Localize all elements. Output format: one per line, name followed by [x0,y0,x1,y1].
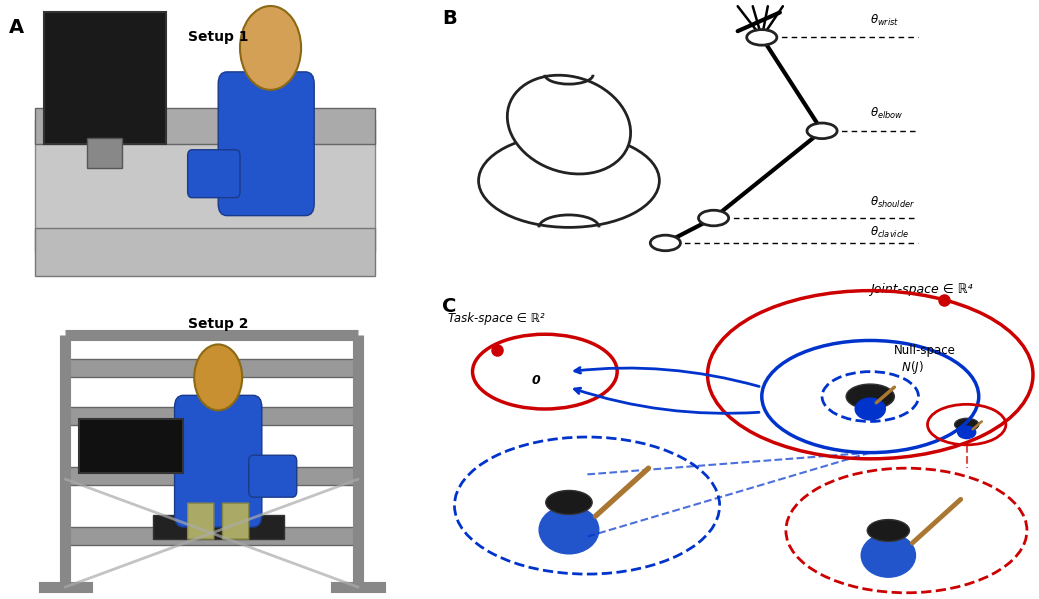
Ellipse shape [958,426,976,438]
FancyBboxPatch shape [87,138,123,168]
FancyBboxPatch shape [188,150,240,198]
Text: C: C [443,297,457,316]
Circle shape [955,418,979,431]
Circle shape [807,123,837,138]
FancyBboxPatch shape [35,120,375,252]
Text: $\theta_{elbow}$: $\theta_{elbow}$ [871,107,904,122]
Circle shape [240,6,301,90]
FancyBboxPatch shape [188,503,214,539]
FancyBboxPatch shape [248,455,297,497]
FancyBboxPatch shape [65,467,357,485]
Text: Setup 2: Setup 2 [188,317,248,331]
Circle shape [194,344,242,410]
Text: Setup 1: Setup 1 [188,30,248,44]
Text: Task-space ∈ ℝ²: Task-space ∈ ℝ² [449,313,545,325]
FancyBboxPatch shape [65,527,357,545]
Circle shape [545,491,592,515]
FancyBboxPatch shape [175,395,262,527]
Circle shape [747,29,777,45]
Text: $\theta_{shoulder}$: $\theta_{shoulder}$ [871,195,915,210]
Ellipse shape [861,534,915,577]
Circle shape [650,235,681,251]
Text: Null-space
  $N(J)$: Null-space $N(J)$ [895,344,956,376]
FancyBboxPatch shape [65,359,357,377]
Text: A: A [8,18,24,37]
Text: 0: 0 [531,374,540,388]
Circle shape [479,134,660,228]
FancyBboxPatch shape [222,503,248,539]
Circle shape [868,519,909,541]
Circle shape [698,210,728,226]
Ellipse shape [507,75,631,174]
FancyBboxPatch shape [153,515,284,539]
Text: Joint-space ∈ ℝ⁴: Joint-space ∈ ℝ⁴ [871,283,973,296]
Ellipse shape [855,398,885,420]
Circle shape [846,384,895,409]
Ellipse shape [539,506,598,554]
FancyBboxPatch shape [35,108,375,144]
Text: $\theta_{clavicle}$: $\theta_{clavicle}$ [871,225,910,240]
FancyBboxPatch shape [218,72,314,216]
Text: $\theta_{wrist}$: $\theta_{wrist}$ [871,13,900,28]
FancyBboxPatch shape [79,419,183,473]
FancyBboxPatch shape [65,407,357,425]
Text: B: B [443,10,457,28]
FancyBboxPatch shape [44,12,166,144]
FancyBboxPatch shape [35,228,375,276]
